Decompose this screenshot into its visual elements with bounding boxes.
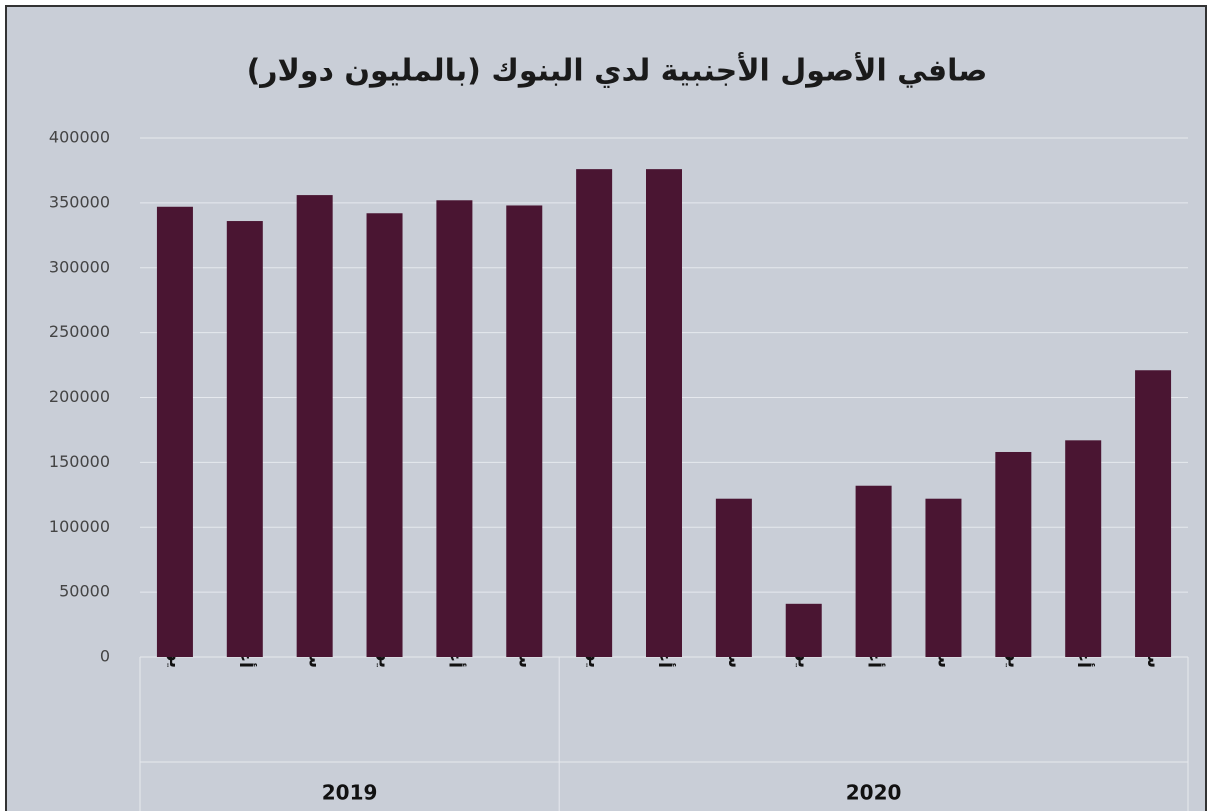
y-tick-label: 250000 (49, 322, 110, 341)
bar (995, 452, 1031, 657)
bar (436, 200, 472, 657)
bar (157, 207, 193, 657)
bar (925, 499, 961, 657)
chart: صافي الأصول الأجنبية لدي البنوك (بالمليو… (0, 0, 1209, 811)
bar (576, 169, 612, 657)
y-tick-label: 350000 (49, 192, 110, 211)
bar (786, 604, 822, 657)
y-tick-label: 100000 (49, 517, 110, 536)
bar (646, 169, 682, 657)
y-tick-label: 200000 (49, 387, 110, 406)
y-tick-label: 400000 (49, 128, 110, 147)
bar (297, 195, 333, 657)
group-label: 2019 (322, 781, 378, 805)
bar (506, 205, 542, 657)
y-tick-label: 50000 (59, 582, 110, 601)
y-tick-label: 150000 (49, 452, 110, 471)
bar (1065, 440, 1101, 657)
bar (367, 213, 403, 657)
y-tick-label: 300000 (49, 257, 110, 276)
bar (1135, 370, 1171, 657)
group-label: 2020 (846, 781, 902, 805)
bar (716, 499, 752, 657)
y-tick-label: 0 (100, 647, 110, 666)
bar (856, 486, 892, 657)
chart-title: صافي الأصول الأجنبية لدي البنوك (بالمليو… (247, 52, 988, 89)
bar (227, 221, 263, 657)
page: صافي الأصول الأجنبية لدي البنوك (بالمليو… (0, 0, 1209, 811)
